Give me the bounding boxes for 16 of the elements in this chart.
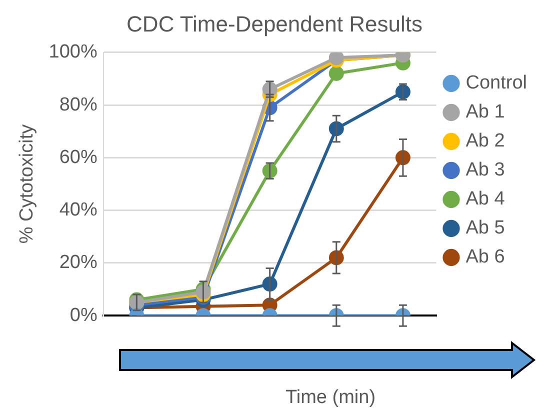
chart-title: CDC Time-Dependent Results — [126, 11, 422, 36]
y-axis-title: % Cytotoxicity — [16, 124, 38, 244]
y-tick-label: 20% — [59, 252, 98, 274]
y-tick-label: 100% — [48, 42, 98, 63]
legend-label: Ab 3 — [466, 160, 505, 181]
legend-label: Ab 5 — [466, 218, 505, 239]
legend-label: Ab 1 — [466, 102, 505, 123]
y-tick-label: 80% — [59, 94, 98, 116]
y-tick-label: 40% — [59, 200, 98, 221]
y-tick-label: 60% — [59, 146, 98, 168]
legend-label: Control — [466, 72, 527, 94]
legend-label: Ab 6 — [466, 246, 505, 268]
legend-label: Ab 2 — [466, 130, 505, 152]
y-tick-label: 0% — [70, 304, 98, 326]
legend-label: Ab 4 — [466, 188, 506, 210]
x-axis-title: Time (min) — [284, 387, 377, 409]
